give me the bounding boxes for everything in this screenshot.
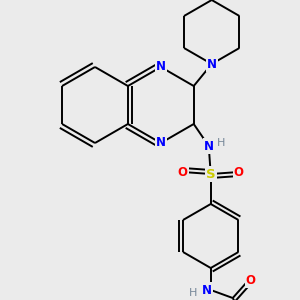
Text: O: O bbox=[246, 274, 256, 286]
Text: S: S bbox=[206, 167, 215, 181]
Text: O: O bbox=[178, 166, 188, 178]
Text: N: N bbox=[202, 284, 212, 296]
Text: H: H bbox=[188, 288, 197, 298]
Text: H: H bbox=[217, 138, 225, 148]
Text: N: N bbox=[207, 58, 217, 70]
Text: N: N bbox=[156, 61, 166, 74]
Text: O: O bbox=[234, 166, 244, 178]
Text: N: N bbox=[156, 136, 166, 149]
Text: N: N bbox=[204, 140, 214, 152]
